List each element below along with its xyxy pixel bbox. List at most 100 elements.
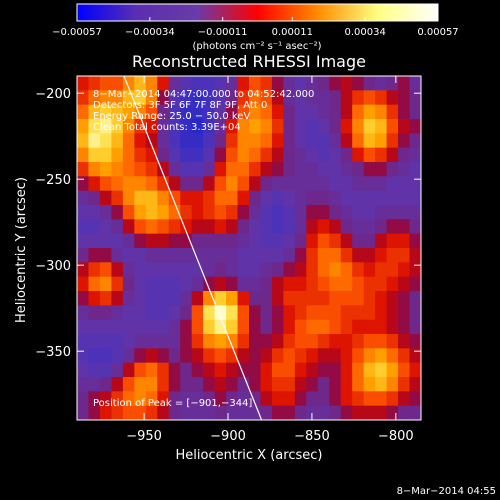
heatmap-cell: [237, 319, 250, 335]
heatmap-cell: [271, 291, 284, 306]
heatmap-cell: [352, 147, 365, 163]
heatmap-cell: [168, 291, 181, 306]
heatmap-cell: [386, 104, 399, 120]
heatmap-cell: [191, 104, 204, 120]
heatmap-cell: [386, 176, 399, 192]
heatmap-cell: [317, 162, 330, 177]
heatmap-cell: [214, 162, 227, 177]
heatmap-cell: [203, 377, 216, 392]
heatmap-cell: [134, 162, 147, 177]
y-axis-label: Heliocentric Y (arcsec): [14, 177, 29, 323]
heatmap-cell: [226, 233, 239, 249]
heatmap-cell: [191, 334, 204, 349]
heatmap-cell: [145, 190, 158, 206]
heatmap-cell: [214, 76, 227, 91]
heatmap-cell: [386, 147, 399, 163]
heatmap-cell: [249, 90, 262, 106]
heatmap-cell: [99, 119, 112, 134]
heatmap-cell: [317, 262, 330, 278]
heatmap-cell: [180, 348, 193, 364]
heatmap-cell: [191, 405, 204, 420]
heatmap-cell: [180, 162, 193, 177]
heatmap-cell: [134, 176, 147, 192]
heatmap-cell: [145, 262, 158, 278]
heatmap-cell: [283, 262, 296, 278]
heatmap-cell: [283, 219, 296, 235]
heatmap-cell: [271, 219, 284, 235]
heatmap-cell: [203, 233, 216, 249]
heatmap-cell: [134, 90, 147, 106]
heatmap-cell: [260, 262, 273, 278]
heatmap-cell: [145, 248, 158, 263]
heatmap-cell: [271, 233, 284, 249]
heatmap-cell: [191, 119, 204, 134]
heatmap-cell: [99, 133, 112, 149]
heatmap-cell: [191, 391, 204, 407]
heatmap-cell: [122, 147, 135, 163]
heatmap-cell: [157, 334, 170, 349]
heatmap-cell: [398, 162, 411, 177]
heatmap-cell: [214, 319, 227, 335]
heatmap-cell: [409, 162, 421, 177]
heatmap-cell: [134, 205, 147, 220]
heatmap-cell: [168, 405, 181, 420]
heatmap-cell: [363, 104, 376, 120]
heatmap-cell: [214, 205, 227, 220]
heatmap-cell: [409, 104, 421, 120]
heatmap-cell: [88, 162, 101, 177]
solar-limb-line: [123, 76, 263, 420]
heatmap-cell: [386, 291, 399, 306]
heatmap-cell: [398, 262, 411, 278]
heatmap-cell: [409, 76, 421, 91]
heatmap-cell: [271, 119, 284, 134]
heatmap-cell: [398, 276, 411, 292]
heatmap-cell: [271, 248, 284, 263]
heatmap-cell: [294, 405, 307, 420]
heatmap-cell: [283, 248, 296, 263]
heatmap-cell: [306, 319, 319, 335]
heatmap-cell: [88, 176, 101, 192]
heatmap-cell: [99, 104, 112, 120]
heatmap-cell: [214, 377, 227, 392]
heatmap-cell: [77, 76, 90, 91]
heatmap-cell: [237, 248, 250, 263]
heatmap-cell: [180, 362, 193, 378]
heatmap-cell: [203, 205, 216, 220]
heatmap-cell: [122, 291, 135, 306]
heatmap-cell: [191, 362, 204, 378]
heatmap-cell: [340, 233, 353, 249]
heatmap-cell: [306, 291, 319, 306]
heatmap-cell: [99, 391, 112, 407]
heatmap-cell: [214, 248, 227, 263]
heatmap-cell: [191, 262, 204, 278]
heatmap-cell: [294, 291, 307, 306]
heatmap-cell: [398, 348, 411, 364]
heatmap-cell: [398, 291, 411, 306]
heatmap-cell: [340, 248, 353, 263]
heatmap-cell: [398, 147, 411, 163]
heatmap-cell: [122, 133, 135, 149]
heatmap-cell: [271, 205, 284, 220]
heatmap-cell: [340, 291, 353, 306]
heatmap-cell: [122, 319, 135, 335]
heatmap-cell: [145, 104, 158, 120]
heatmap-cell: [77, 104, 90, 120]
annotation-line: Clean Total counts: 3.39E+04: [93, 122, 241, 133]
heatmap-cell: [168, 319, 181, 335]
heatmap-cell: [191, 319, 204, 335]
heatmap-cell: [226, 248, 239, 263]
colorbar-tick-label: 0.00057: [417, 27, 458, 38]
heatmap-cell: [122, 248, 135, 263]
heatmap-cell: [340, 405, 353, 420]
heatmap-cell: [191, 133, 204, 149]
heatmap-cell: [249, 219, 262, 235]
heatmap-cell: [214, 291, 227, 306]
colorbar-tick-label: 0.00034: [344, 27, 385, 38]
heatmap-cell: [99, 219, 112, 235]
heatmap-cell: [271, 190, 284, 206]
heatmap-cell: [294, 133, 307, 149]
heatmap-cell: [226, 147, 239, 163]
heatmap-cell: [99, 162, 112, 177]
heatmap-cell: [329, 334, 342, 349]
heatmap-cell: [283, 362, 296, 378]
